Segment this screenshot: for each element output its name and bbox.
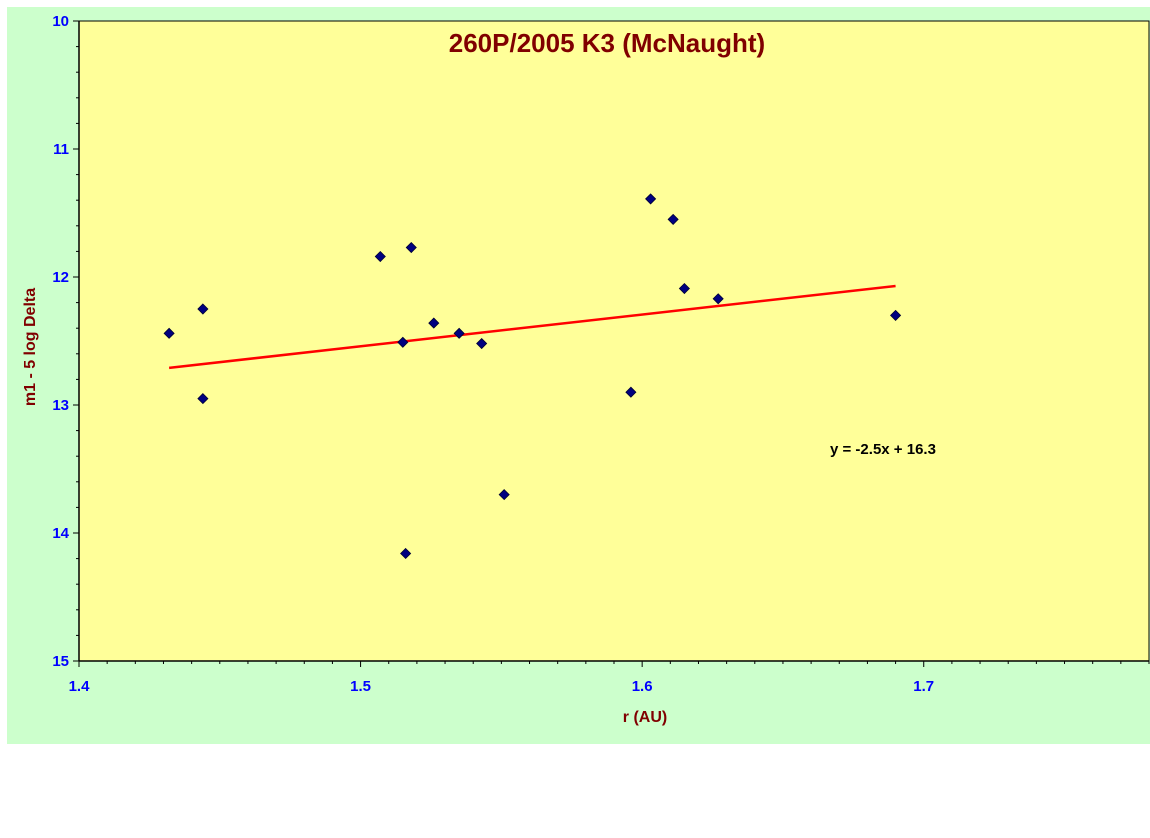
- y-tick-label: 10: [52, 13, 69, 30]
- data-point: [197, 303, 209, 315]
- y-tick-label: 13: [52, 397, 69, 414]
- y-tick-label: 15: [52, 653, 69, 670]
- data-point: [476, 337, 488, 350]
- plot-area: [78, 20, 1150, 662]
- y-tick-label: 14: [52, 525, 69, 542]
- y-tick-label: 12: [52, 269, 69, 286]
- data-point: [197, 393, 209, 405]
- x-tick-label: 1.6: [632, 678, 653, 695]
- data-point: [374, 250, 386, 263]
- data-point: [498, 489, 510, 501]
- x-tick-label: 1.5: [350, 678, 371, 695]
- trendline: [168, 284, 896, 370]
- data-point: [163, 327, 175, 339]
- data-point: [667, 213, 679, 225]
- chart-area: 10 11 12 13 14 15 1.4 1.5 1.6 1.7 260P/2005 K3 (…: [7, 7, 1150, 744]
- x-tick-label: 1.7: [913, 678, 934, 695]
- data-point: [890, 309, 902, 321]
- data-point: [405, 241, 417, 254]
- data-points: [163, 193, 902, 560]
- trendline-equation: y = -2.5x + 16.3: [830, 441, 936, 458]
- y-axis-ticks: 10 11 12 13 14 15: [52, 13, 79, 670]
- scatter-chart: 10 11 12 13 14 15 1.4 1.5 1.6 1.7 260P/2005 K3 (…: [22, 13, 1150, 726]
- x-axis-title: r (AU): [623, 709, 667, 726]
- data-point: [712, 293, 724, 305]
- data-point: [453, 327, 465, 339]
- x-axis-ticks: 1.4 1.5 1.6 1.7: [69, 661, 1150, 695]
- data-point: [400, 547, 412, 560]
- data-point: [678, 282, 690, 295]
- data-point: [625, 386, 637, 398]
- chart-title: 260P/2005 K3 (McNaught): [449, 28, 765, 58]
- y-axis-title: m1 - 5 log Delta: [22, 288, 39, 406]
- data-point: [645, 193, 657, 205]
- data-point: [397, 336, 409, 348]
- data-point: [428, 317, 440, 329]
- y-tick-label: 11: [53, 141, 69, 158]
- x-tick-label: 1.4: [69, 678, 91, 695]
